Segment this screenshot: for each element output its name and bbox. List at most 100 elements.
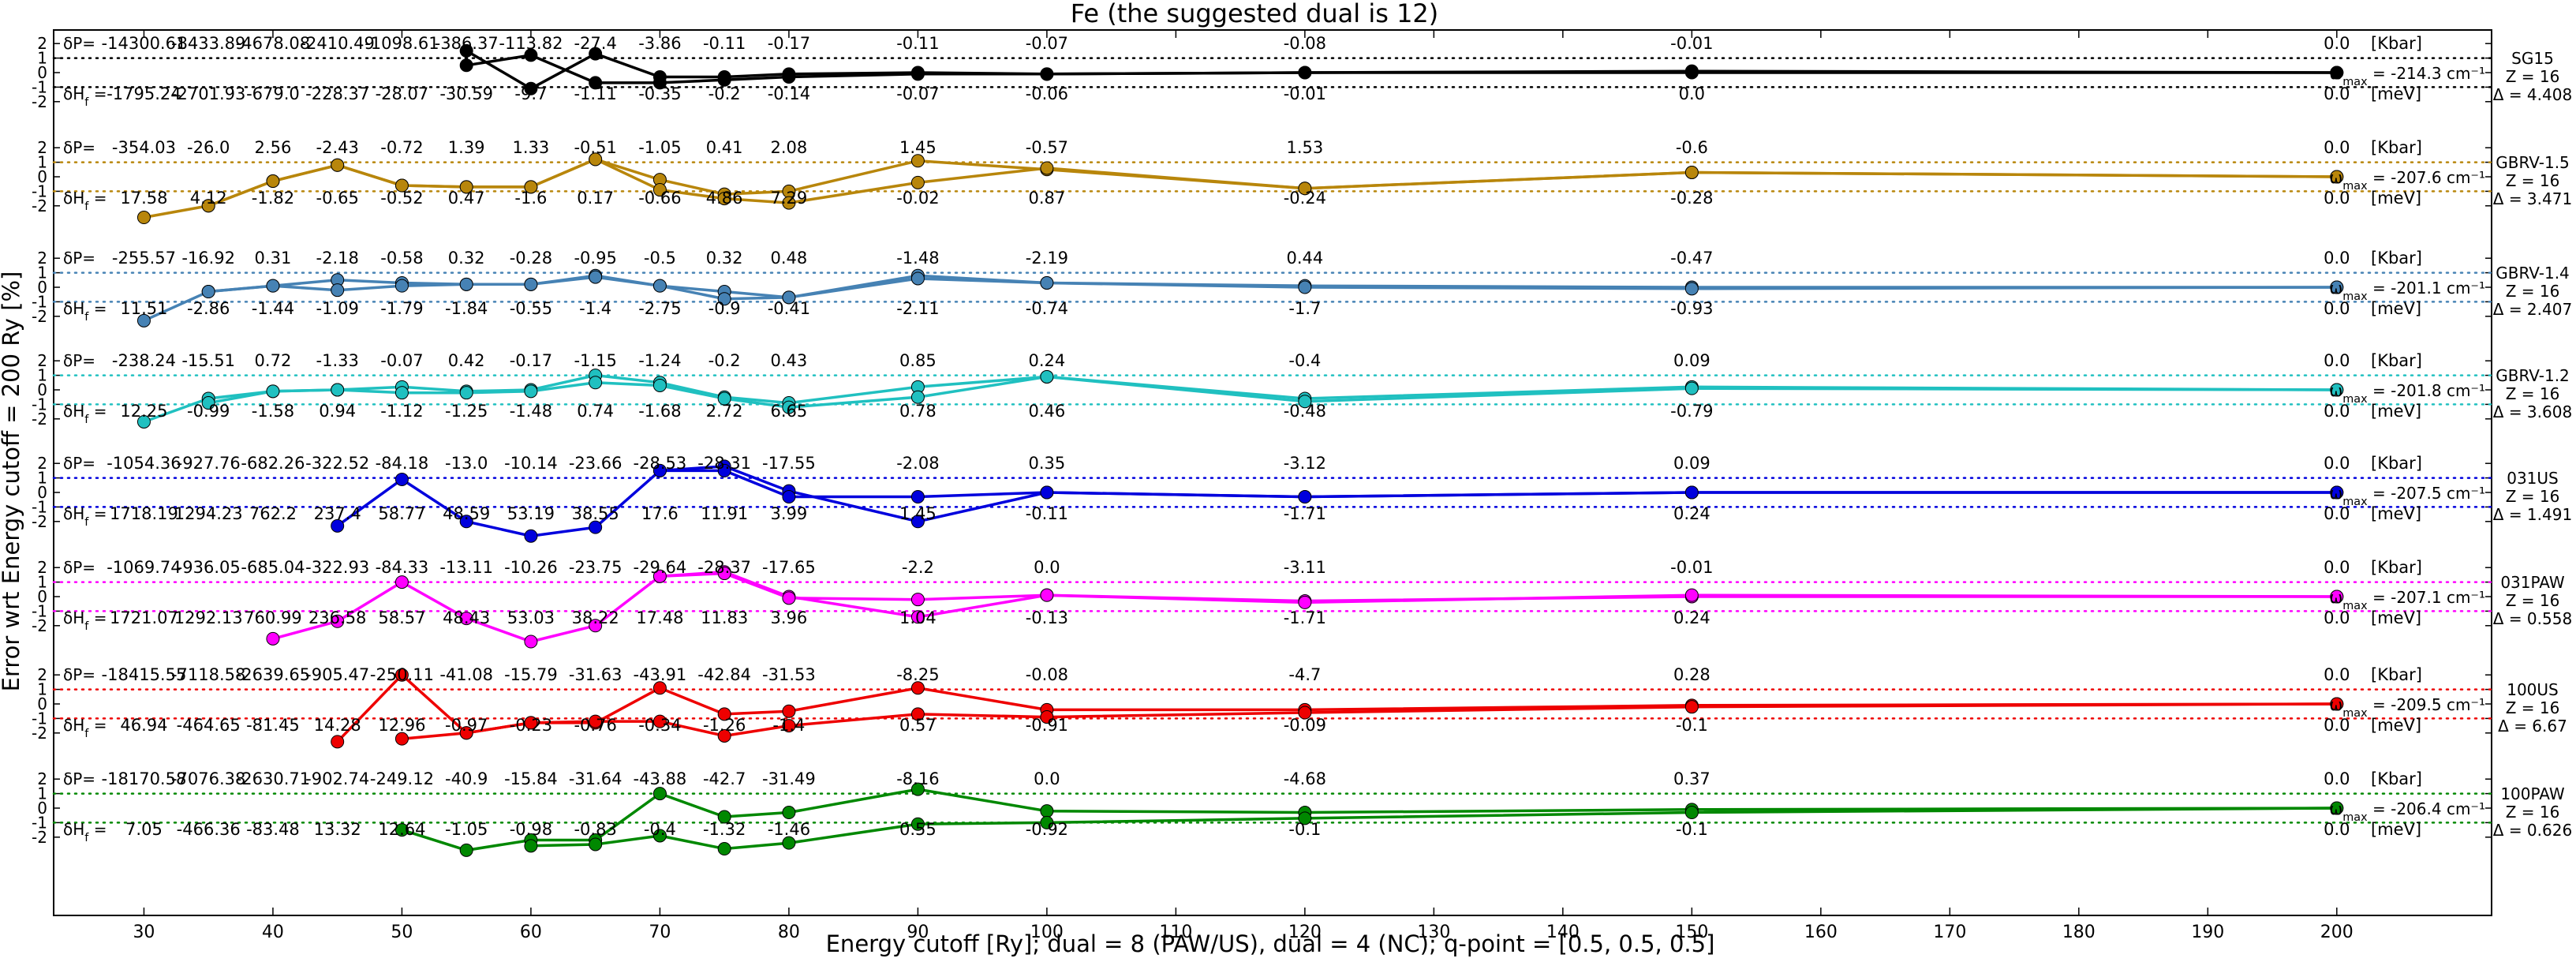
dp-value: 1.53 [1286, 138, 1323, 157]
dp-value: -15.84 [504, 769, 558, 788]
dp-value: -0.51 [574, 138, 616, 157]
series-line [402, 702, 2337, 740]
enthalpy-unit: [meV] [2371, 84, 2421, 103]
omega-max-label: ωmax = -207.5 cm⁻¹ [2330, 484, 2485, 508]
x-tick-label: 170 [1933, 923, 1966, 942]
dh-value: -0.93 [1670, 299, 1713, 318]
data-point [2330, 280, 2344, 294]
data-point [652, 829, 667, 843]
data-point [2330, 697, 2344, 711]
pressure-unit: [Kbar] [2371, 665, 2422, 684]
y-tick-label: -2 [32, 92, 47, 111]
data-point [717, 728, 731, 743]
dh-value: 0.57 [899, 716, 937, 735]
y-tick-label: 2 [37, 34, 47, 53]
y-tick-label: -2 [32, 616, 47, 635]
dh-value: 2.72 [706, 402, 743, 421]
dh-value: -1.32 [703, 820, 746, 839]
data-point [1684, 64, 1699, 78]
series-group [136, 152, 2344, 225]
x-tick-label: 150 [1675, 923, 1708, 942]
series-group [331, 668, 2344, 749]
data-point [2330, 590, 2344, 604]
dp-value: 0.0 [2324, 769, 2350, 788]
dh-value: -0.41 [768, 299, 810, 318]
dh-value: 1.45 [899, 504, 937, 523]
dh-value: 762.2 [249, 504, 297, 523]
dp-value: -43.88 [634, 769, 687, 788]
data-point [1298, 706, 1312, 720]
dh-value: -0.24 [1284, 189, 1326, 208]
data-point [331, 518, 345, 533]
dh-value: -0.98 [510, 820, 552, 839]
dh-value: 0.78 [899, 402, 937, 421]
dp-value: -14300.61 [102, 34, 187, 53]
y-tick-label: 0 [37, 63, 47, 82]
dh-value: 0.47 [448, 189, 485, 208]
data-point [1040, 710, 1054, 724]
series-line [336, 465, 2337, 537]
dp-value: -1069.74 [107, 558, 181, 577]
dh-value: -0.48 [1284, 402, 1326, 421]
background-layer [52, 29, 2493, 916]
dp-value: 0.28 [1673, 665, 1710, 684]
series-line [465, 49, 2337, 91]
y-tick-label: -1 [32, 395, 47, 414]
data-point [459, 277, 473, 291]
dp-value: -1.15 [574, 351, 616, 370]
dp-value: -7076.38 [171, 769, 245, 788]
dp-value: 0.09 [1673, 351, 1710, 370]
dp-value: -42.7 [703, 769, 746, 788]
data-point [459, 515, 473, 529]
dh-value: 1718.19 [110, 504, 178, 523]
data-point [717, 567, 731, 581]
dh-value: -2.86 [187, 299, 230, 318]
y-tick-label: -1 [32, 182, 47, 200]
y-tick-label: -2 [32, 410, 47, 429]
data-point [524, 180, 538, 194]
dp-value: -1.05 [638, 138, 681, 157]
series-z: Z = 16 [2506, 282, 2560, 301]
data-point [394, 472, 409, 486]
dp-value: 0.37 [1673, 769, 1710, 788]
dh-value: -0.2 [708, 84, 741, 103]
chart-title: Fe (the suggested dual is 12) [1071, 0, 1439, 28]
data-point [524, 81, 538, 95]
dp-value: -386.37 [435, 34, 499, 53]
dp-value: -3.86 [638, 34, 681, 53]
series-z: Z = 16 [2506, 171, 2560, 190]
dh-value: -0.1 [1288, 820, 1321, 839]
dp-value: 0.0 [2324, 351, 2350, 370]
dh-value: 14.28 [314, 716, 361, 735]
dh-value: -1.58 [252, 402, 294, 421]
dp-value: 0.0 [2324, 558, 2350, 577]
series-line [465, 54, 2337, 84]
dp-value: -2.19 [1026, 249, 1068, 268]
data-point [910, 390, 925, 404]
data-point [1040, 67, 1054, 81]
y-tick-label: 2 [37, 558, 47, 577]
dp-value: -902.74 [305, 769, 369, 788]
dp-value: -17.55 [762, 454, 816, 473]
dp-value: -0.11 [896, 34, 939, 53]
pressure-unit: [Kbar] [2371, 558, 2422, 577]
data-point [201, 285, 215, 299]
series-name: 031PAW [2500, 573, 2565, 592]
data-point [524, 839, 538, 853]
data-point [782, 836, 796, 850]
dp-value: -4678.08 [236, 34, 310, 53]
dp-value: -1.24 [638, 351, 681, 370]
dh-value: 3.96 [771, 608, 808, 627]
data-point [459, 612, 473, 626]
dh-value: -1.46 [768, 820, 810, 839]
dp-value: -0.57 [1026, 138, 1068, 157]
dh-row-label: δHf = [63, 608, 107, 633]
data-point [394, 732, 409, 746]
data-point [717, 391, 731, 406]
dh-value: 38.22 [572, 608, 619, 627]
dh-value: -28.07 [376, 84, 429, 103]
dp-row-label: δP= [63, 351, 95, 370]
y-tick-label: -2 [32, 724, 47, 743]
data-point [589, 837, 603, 852]
